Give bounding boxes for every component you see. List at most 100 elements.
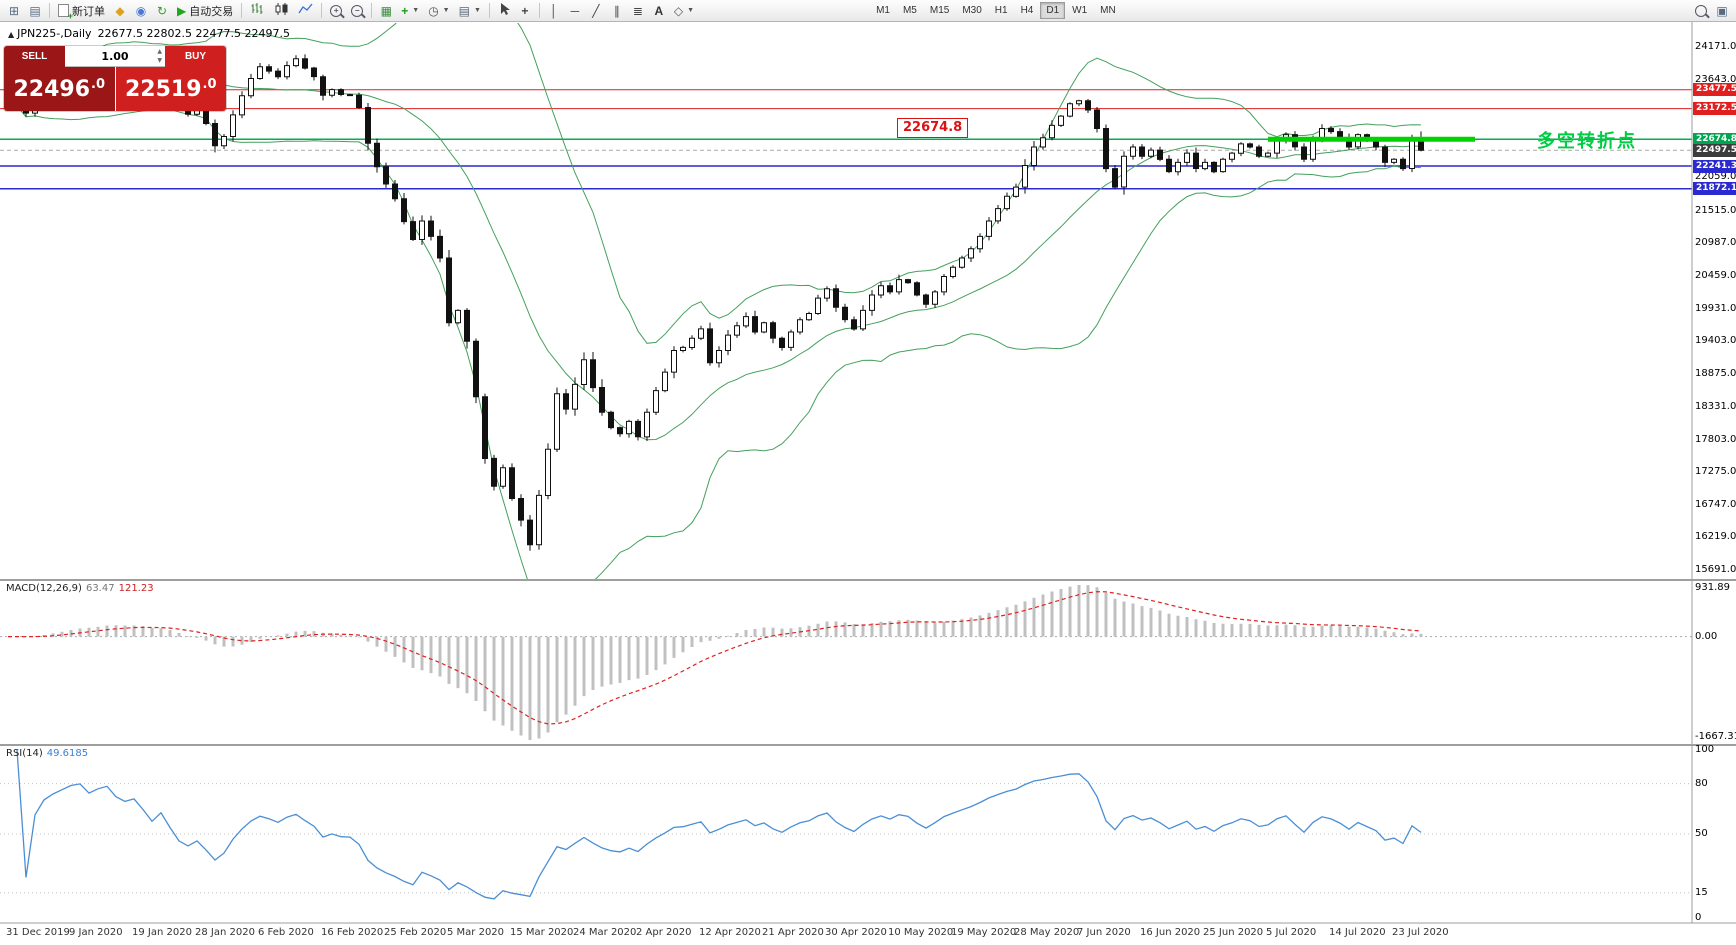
bar-chart-mode-button[interactable]: [246, 1, 269, 20]
rsi-axis-label: 100: [1695, 744, 1715, 755]
horizontal-line-icon: ─: [570, 3, 580, 18]
price-axis-label: 15691.0: [1695, 564, 1736, 575]
sell-price[interactable]: 22496 .0: [4, 67, 115, 111]
buy-button[interactable]: BUY: [165, 46, 226, 67]
channel-icon: ∥: [613, 3, 620, 18]
price-axis-label: 19931.0: [1695, 302, 1736, 314]
market-watch-button[interactable]: ◆: [110, 1, 130, 20]
crosshair-icon: +: [521, 3, 529, 18]
fibonacci-icon: ≣: [632, 3, 643, 18]
chevron-down-icon: ▼: [473, 7, 481, 14]
price-badge: 22497.5: [1693, 143, 1736, 157]
new-order-label: 新订单: [72, 5, 105, 18]
timeframe-h1-button[interactable]: H1: [989, 2, 1014, 19]
tile-windows-button[interactable]: ▦: [376, 1, 396, 20]
line-chart-mode-button[interactable]: [294, 1, 317, 20]
spinner-down-icon[interactable]: ▼: [157, 57, 162, 64]
chevron-down-icon: ▼: [442, 7, 450, 14]
new-order-button[interactable]: 新订单: [54, 1, 109, 21]
vertical-line-tool-button[interactable]: │: [544, 1, 564, 20]
zoom-out-button[interactable]: −: [347, 1, 367, 20]
price-axis-label: 24171.0: [1695, 41, 1736, 52]
timeframe-d1-button[interactable]: D1: [1040, 2, 1066, 19]
profiles-button[interactable]: ▤: [25, 1, 45, 20]
price-axis-label: 23643.0: [1695, 73, 1736, 85]
timeframe-m5-button[interactable]: M5: [897, 2, 923, 19]
price-callout-label[interactable]: 22674.8: [897, 118, 969, 139]
timeframe-h4-button[interactable]: H4: [1015, 2, 1040, 19]
price-axis-label: 20459.0: [1695, 269, 1736, 281]
time-axis-label: 12 Apr 2020: [699, 927, 761, 938]
timeframe-mn-button[interactable]: MN: [1094, 2, 1122, 19]
macd-axis-label: -1667.31: [1695, 731, 1736, 742]
price-axis-label: 17275.0: [1695, 466, 1736, 478]
chevron-down-icon: ▼: [412, 7, 420, 14]
tile-windows-icon: ▦: [380, 3, 392, 18]
crosshair-tool-button[interactable]: +: [515, 1, 535, 20]
price-badge: 23172.5: [1693, 102, 1736, 116]
horizontal-line-tool-button[interactable]: ─: [565, 1, 585, 20]
channel-tool-button[interactable]: ∥: [607, 1, 627, 20]
market-watch-icon: ◆: [115, 3, 125, 18]
price-axis-label: 19403.0: [1695, 335, 1736, 347]
macd-name: MACD(12,26,9): [6, 583, 82, 594]
macd-main-value: 63.47: [85, 583, 115, 594]
chart-title: ▲ JPN225-,Daily 22677.5 22802.5 22477.5 22…: [8, 27, 290, 40]
rsi-axis-label: 50: [1695, 828, 1708, 839]
data-window-button[interactable]: ◉: [131, 1, 151, 20]
cursor-tool-button[interactable]: [494, 1, 514, 20]
price-axis-label: 20987.0: [1695, 237, 1736, 249]
macd-panel-graphics: [0, 585, 1692, 740]
timeframe-m30-button[interactable]: M30: [956, 2, 987, 19]
fibonacci-tool-button[interactable]: ≣: [628, 1, 648, 20]
auto-trading-label: 自动交易: [189, 5, 234, 18]
price-axis-label: 22059.0: [1695, 171, 1736, 183]
price-axis-label: 16219.0: [1695, 531, 1736, 543]
refresh-button[interactable]: ↻: [152, 1, 172, 20]
data-window-icon: ◉: [135, 3, 147, 18]
timeframe-m1-button[interactable]: M1: [870, 2, 896, 19]
rsi-axis-label: 0: [1695, 912, 1702, 923]
window-list-icon: ▣: [1716, 3, 1728, 18]
auto-trading-button[interactable]: ▶ 自动交易: [173, 1, 237, 20]
zoom-in-button[interactable]: +: [326, 1, 346, 20]
time-axis-label: 9 Jan 2020: [69, 927, 123, 938]
price-axis-label: 21515.0: [1695, 204, 1736, 216]
shapes-tool-button[interactable]: ◇ ▼: [670, 1, 698, 20]
indicators-button[interactable]: + ▼: [397, 1, 423, 20]
timeframe-m15-button[interactable]: M15: [924, 2, 955, 19]
time-axis-label: 25 Jun 2020: [1203, 927, 1264, 938]
annotation-text[interactable]: 多空转折点: [1537, 131, 1637, 153]
buy-price[interactable]: 22519 .0: [115, 67, 226, 111]
macd-signal-value: 121.23: [118, 583, 154, 594]
window-list-button[interactable]: ▣: [1712, 1, 1732, 20]
line-chart-icon: [298, 2, 313, 19]
price-badge: 22241.3: [1693, 159, 1736, 173]
timeframe-w1-button[interactable]: W1: [1066, 2, 1093, 19]
search-icon: [1695, 4, 1707, 17]
profiles-icon: ▤: [29, 3, 41, 18]
volume-field: ▲ ▼: [65, 46, 165, 67]
price-badge: 22674.8: [1693, 132, 1736, 146]
templates-button[interactable]: ▤ ▼: [455, 1, 485, 20]
price-axis-label: 16747.0: [1695, 498, 1736, 510]
spinner-up-icon[interactable]: ▲: [157, 48, 162, 55]
volume-input[interactable]: [81, 48, 149, 64]
buy-price-value: 22519: [124, 76, 202, 102]
price-badge: 23477.5: [1693, 83, 1736, 97]
text-tool-icon: A: [654, 3, 664, 18]
time-axis-label: 23 Jul 2020: [1392, 927, 1449, 938]
periods-button[interactable]: ◷ ▼: [424, 1, 453, 20]
trendline-tool-button[interactable]: ╱: [586, 1, 606, 20]
text-tool-button[interactable]: A: [649, 1, 669, 20]
zoom-in-icon: +: [330, 4, 343, 17]
candlestick-mode-button[interactable]: [270, 1, 293, 20]
search-button[interactable]: [1691, 1, 1711, 20]
timeframe-toolbar: M1 M5 M15 M30 H1 H4 D1 W1 MN: [870, 2, 1122, 19]
chart-background[interactable]: [0, 22, 1736, 945]
sell-button[interactable]: SELL: [4, 46, 65, 67]
new-chart-button[interactable]: ⊞: [4, 1, 24, 20]
time-axis-label: 21 Apr 2020: [762, 927, 824, 938]
